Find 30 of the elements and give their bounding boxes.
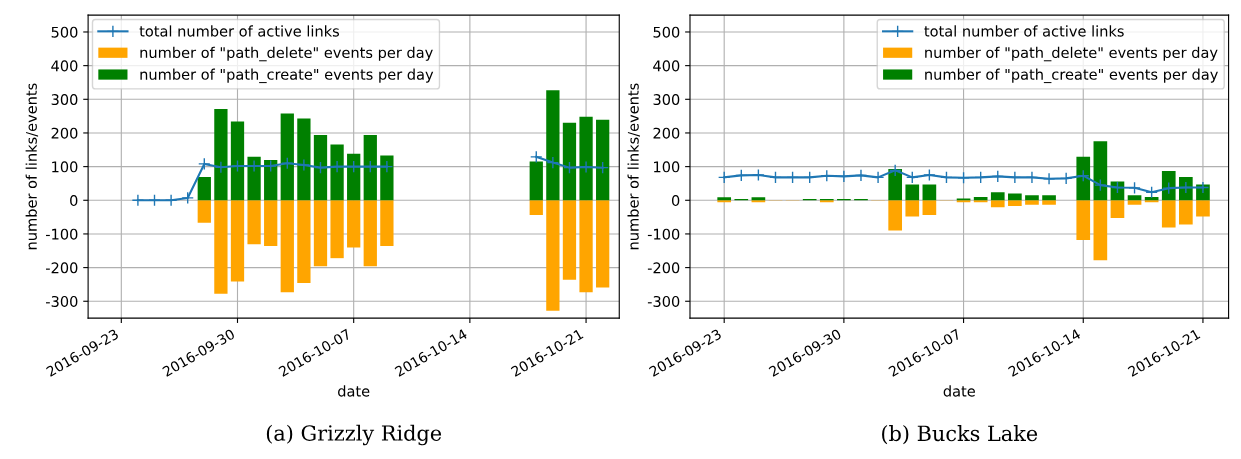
y-axis-title: number of links/events bbox=[627, 83, 640, 250]
y-tick-label: 400 bbox=[51, 60, 78, 72]
legend-label: number of "path_delete" events per day bbox=[140, 46, 433, 62]
y-tick-label: -200 bbox=[46, 262, 78, 274]
y-tick-label: 200 bbox=[653, 127, 680, 139]
y-tick-label: 0 bbox=[671, 194, 680, 207]
y-tick-label: 500 bbox=[51, 26, 78, 38]
text: (a) Grizzly Ridge bbox=[266, 424, 442, 446]
y-tick-label: -100 bbox=[46, 228, 78, 240]
y-tick-label: 400 bbox=[653, 60, 680, 72]
y-tick-label: 300 bbox=[653, 94, 680, 106]
x-axis-title: date bbox=[338, 385, 370, 397]
legend-label: number of "path_create" events per day bbox=[925, 68, 1218, 84]
legend-label: total number of active links bbox=[924, 25, 1124, 37]
y-axis-title: number of links/events bbox=[25, 83, 39, 250]
y-tick-label: 500 bbox=[653, 26, 680, 38]
legend-label: number of "path_delete" events per day bbox=[925, 46, 1218, 62]
y-tick-label: 100 bbox=[52, 161, 78, 173]
y-tick-label: 200 bbox=[51, 127, 78, 139]
y-tick-label: -100 bbox=[647, 228, 680, 240]
y-tick-label: -300 bbox=[647, 295, 680, 307]
y-tick-label: -300 bbox=[46, 295, 78, 307]
y-tick-label: 300 bbox=[51, 94, 78, 106]
y-tick-label: -200 bbox=[647, 262, 680, 274]
y-tick-label: 100 bbox=[654, 161, 680, 173]
x-axis-title: date bbox=[943, 385, 975, 397]
legend-label: number of "path_create" events per day bbox=[140, 68, 434, 84]
legend-label: total number of active links bbox=[139, 25, 340, 37]
y-tick-label: 0 bbox=[70, 194, 78, 207]
text: (b) Bucks Lake bbox=[882, 425, 1038, 445]
